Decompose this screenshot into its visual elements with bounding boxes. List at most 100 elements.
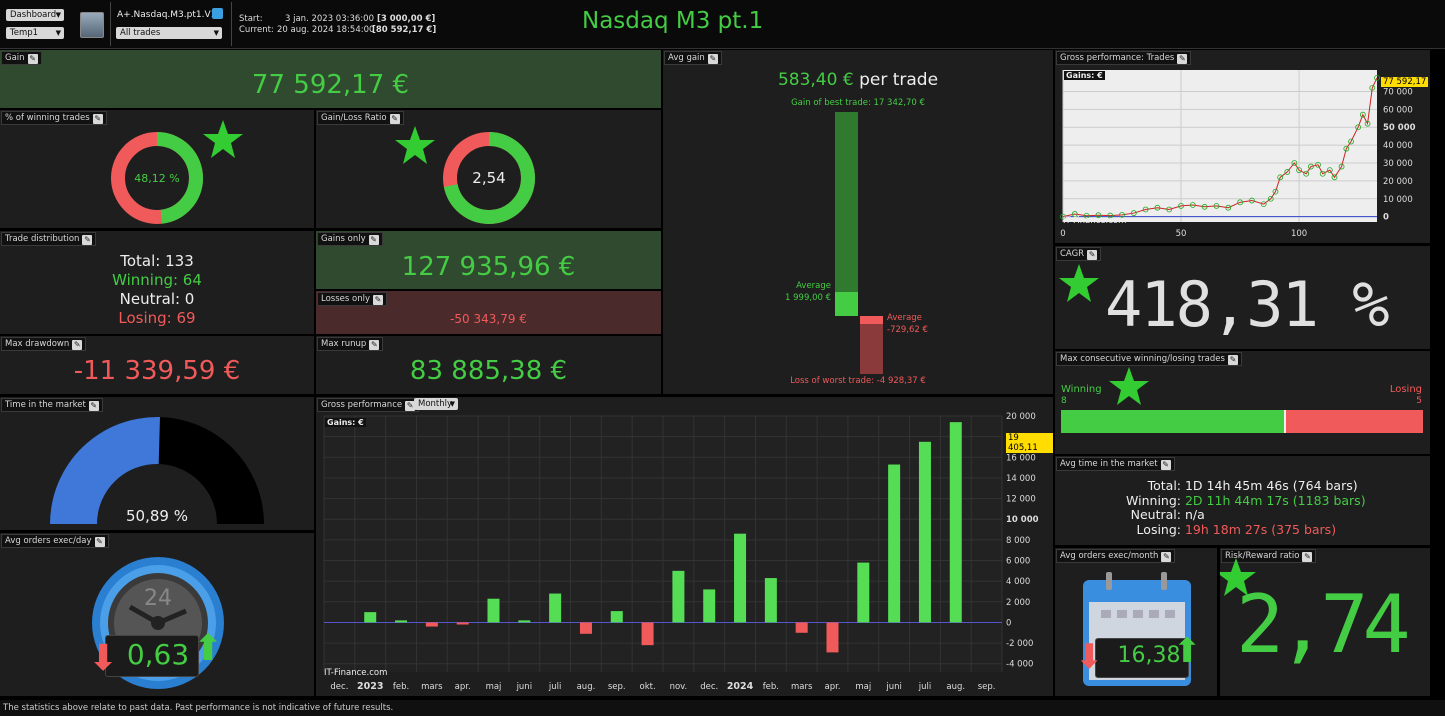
donut-label: 48,12 % bbox=[134, 172, 179, 185]
chart-legend: Gains: € bbox=[1064, 71, 1105, 80]
wrench-icon[interactable]: ✎ bbox=[92, 114, 103, 124]
donut-label: 2,54 bbox=[472, 169, 505, 187]
cagr-value: 418,31 % bbox=[1105, 268, 1390, 341]
y-tick-label: -2 000 bbox=[1006, 639, 1033, 649]
x-tick-label: mars bbox=[791, 682, 813, 692]
calculator-icon[interactable] bbox=[80, 12, 104, 38]
y-tick-label: 40 000 bbox=[1383, 141, 1413, 151]
avg-orders-month-value: 16,38 bbox=[1117, 643, 1181, 668]
template-select[interactable]: Temp1 ▼ bbox=[6, 27, 64, 39]
x-tick-label: 0 bbox=[1060, 229, 1065, 239]
max-runup-value: 83 885,38 € bbox=[409, 356, 568, 386]
avg-time-list: Total: 1D 14h 45m 46s (764 bars) Winning… bbox=[1055, 478, 1430, 537]
losing-label: Losing: bbox=[1136, 521, 1181, 537]
losses-only-value: -50 343,79 € bbox=[450, 312, 527, 326]
max-consecutive-panel: Max consecutive winning/losing trades ✎ W… bbox=[1055, 351, 1430, 454]
wrench-icon[interactable]: ✎ bbox=[1160, 460, 1171, 470]
panel-title: Losses only ✎ bbox=[317, 292, 387, 306]
x-tick-label: apr. bbox=[824, 682, 840, 692]
data-point bbox=[1142, 206, 1149, 213]
x-tick-label: 2024 bbox=[727, 681, 754, 692]
arrow-up-icon: ⬆ bbox=[1173, 631, 1202, 671]
wrench-icon[interactable]: ✎ bbox=[1087, 250, 1098, 260]
panel-title: Max consecutive winning/losing trades ✎ bbox=[1056, 352, 1242, 366]
wrench-icon[interactable]: ✎ bbox=[369, 340, 380, 350]
wrench-icon[interactable]: ✎ bbox=[72, 340, 83, 350]
time-in-market-panel: Time in the market ✎ 50,89 % bbox=[0, 397, 314, 530]
max-drawdown-panel: Max drawdown ✎ -11 339,59 € bbox=[0, 336, 314, 394]
y-tick-label: 0 bbox=[1006, 618, 1011, 628]
panel-title: Gross performance: Trades ✎ bbox=[1056, 51, 1192, 65]
winning-label: Winning bbox=[1061, 384, 1102, 395]
star-icon bbox=[395, 126, 435, 164]
data-point bbox=[1095, 212, 1102, 219]
period-select[interactable]: Monthly ▼ bbox=[414, 398, 458, 410]
data-point bbox=[1277, 174, 1284, 181]
wrench-icon[interactable]: ✎ bbox=[94, 537, 105, 547]
winning-count: Winning: 64 bbox=[112, 271, 202, 289]
avg-orders-month-panel: Avg orders exec/month ✎ 16,38 ⬇ ⬆ bbox=[1055, 548, 1217, 696]
panel-title: Avg orders exec/day ✎ bbox=[1, 534, 109, 548]
star-icon bbox=[1059, 264, 1099, 302]
cagr-panel: CAGR ✎ 418,31 % bbox=[1055, 246, 1430, 349]
losing-count: 5 bbox=[1416, 396, 1422, 406]
wrench-icon[interactable]: ✎ bbox=[82, 235, 93, 245]
y-tick-label: 2 000 bbox=[1006, 598, 1030, 608]
arrow-down-icon: ⬇ bbox=[1075, 637, 1104, 677]
wrench-icon[interactable]: ✎ bbox=[1302, 552, 1313, 562]
data-point bbox=[1107, 212, 1114, 219]
bar bbox=[857, 562, 870, 623]
panel-title: Avg orders exec/month ✎ bbox=[1056, 549, 1176, 563]
y-tick-label: -4 000 bbox=[1006, 660, 1033, 670]
start-value: [3 000,00 €] bbox=[377, 14, 436, 24]
total-value: 1D 14h 45m 46s (764 bars) bbox=[1184, 478, 1358, 493]
value-plate bbox=[1095, 638, 1189, 678]
wrench-icon[interactable]: ✎ bbox=[1161, 552, 1172, 562]
data-point bbox=[1130, 210, 1137, 216]
edit-icon[interactable] bbox=[212, 8, 223, 19]
data-point bbox=[1248, 197, 1255, 204]
bar bbox=[364, 612, 377, 623]
donut-fill bbox=[443, 132, 535, 224]
time-in-market-value: 50,89 % bbox=[126, 507, 188, 525]
trades-filter-select[interactable]: All trades ▼ bbox=[116, 27, 222, 39]
data-point bbox=[1291, 160, 1298, 166]
wrench-icon[interactable]: ✎ bbox=[405, 401, 416, 411]
wrench-icon[interactable]: ✎ bbox=[368, 235, 379, 245]
distribution-list: Total: 133 Winning: 64 Neutral: 0 Losing… bbox=[0, 252, 314, 328]
y-tick-label: 6 000 bbox=[1006, 557, 1030, 567]
consecutive-bar-fill bbox=[1061, 410, 1286, 433]
winning-value: 2D 11h 44m 17s (1183 bars) bbox=[1184, 492, 1366, 508]
y-tick-label: 8 000 bbox=[1006, 536, 1030, 546]
gains-only-panel: Gains only ✎ 127 935,96 € bbox=[316, 231, 661, 289]
dashboard-select[interactable]: Dashboard ▼ bbox=[6, 9, 64, 21]
panel-title: Trade distribution ✎ bbox=[1, 232, 97, 246]
x-tick-label: apr. bbox=[455, 682, 471, 692]
y-tick-label: 30 000 bbox=[1383, 159, 1413, 169]
data-point bbox=[1296, 167, 1302, 174]
data-point bbox=[1319, 170, 1326, 177]
y-tick-label: 60 000 bbox=[1383, 105, 1413, 115]
value-plate bbox=[105, 635, 199, 677]
wrench-icon[interactable]: ✎ bbox=[372, 295, 383, 305]
neutral-count: Neutral: 0 bbox=[119, 290, 195, 308]
x-tick-label: maj bbox=[486, 682, 502, 692]
wrench-icon[interactable]: ✎ bbox=[1177, 54, 1188, 64]
bar bbox=[610, 611, 623, 623]
panel-title: CAGR ✎ bbox=[1056, 247, 1102, 261]
data-point bbox=[1154, 204, 1161, 211]
panel-title: Avg gain ✎ bbox=[664, 51, 722, 65]
x-tick-label: aug. bbox=[577, 682, 596, 692]
series-line bbox=[1062, 77, 1378, 218]
gross-performance-panel: Gross performance ✎ Monthly ▼ -4 000 -2 000… bbox=[316, 397, 1053, 696]
panel-title: Gains only ✎ bbox=[317, 232, 383, 246]
wrench-icon[interactable]: ✎ bbox=[707, 54, 718, 64]
data-point bbox=[1267, 195, 1274, 202]
bar bbox=[672, 570, 685, 623]
wrench-icon[interactable]: ✎ bbox=[1227, 355, 1238, 365]
wrench-icon[interactable]: ✎ bbox=[389, 114, 400, 124]
wrench-icon[interactable]: ✎ bbox=[88, 401, 99, 411]
risk-reward-panel: Risk/Reward ratio ✎ 2,74 bbox=[1220, 548, 1430, 696]
wrench-icon[interactable]: ✎ bbox=[27, 54, 38, 64]
total-count: Total: 133 bbox=[120, 252, 194, 270]
